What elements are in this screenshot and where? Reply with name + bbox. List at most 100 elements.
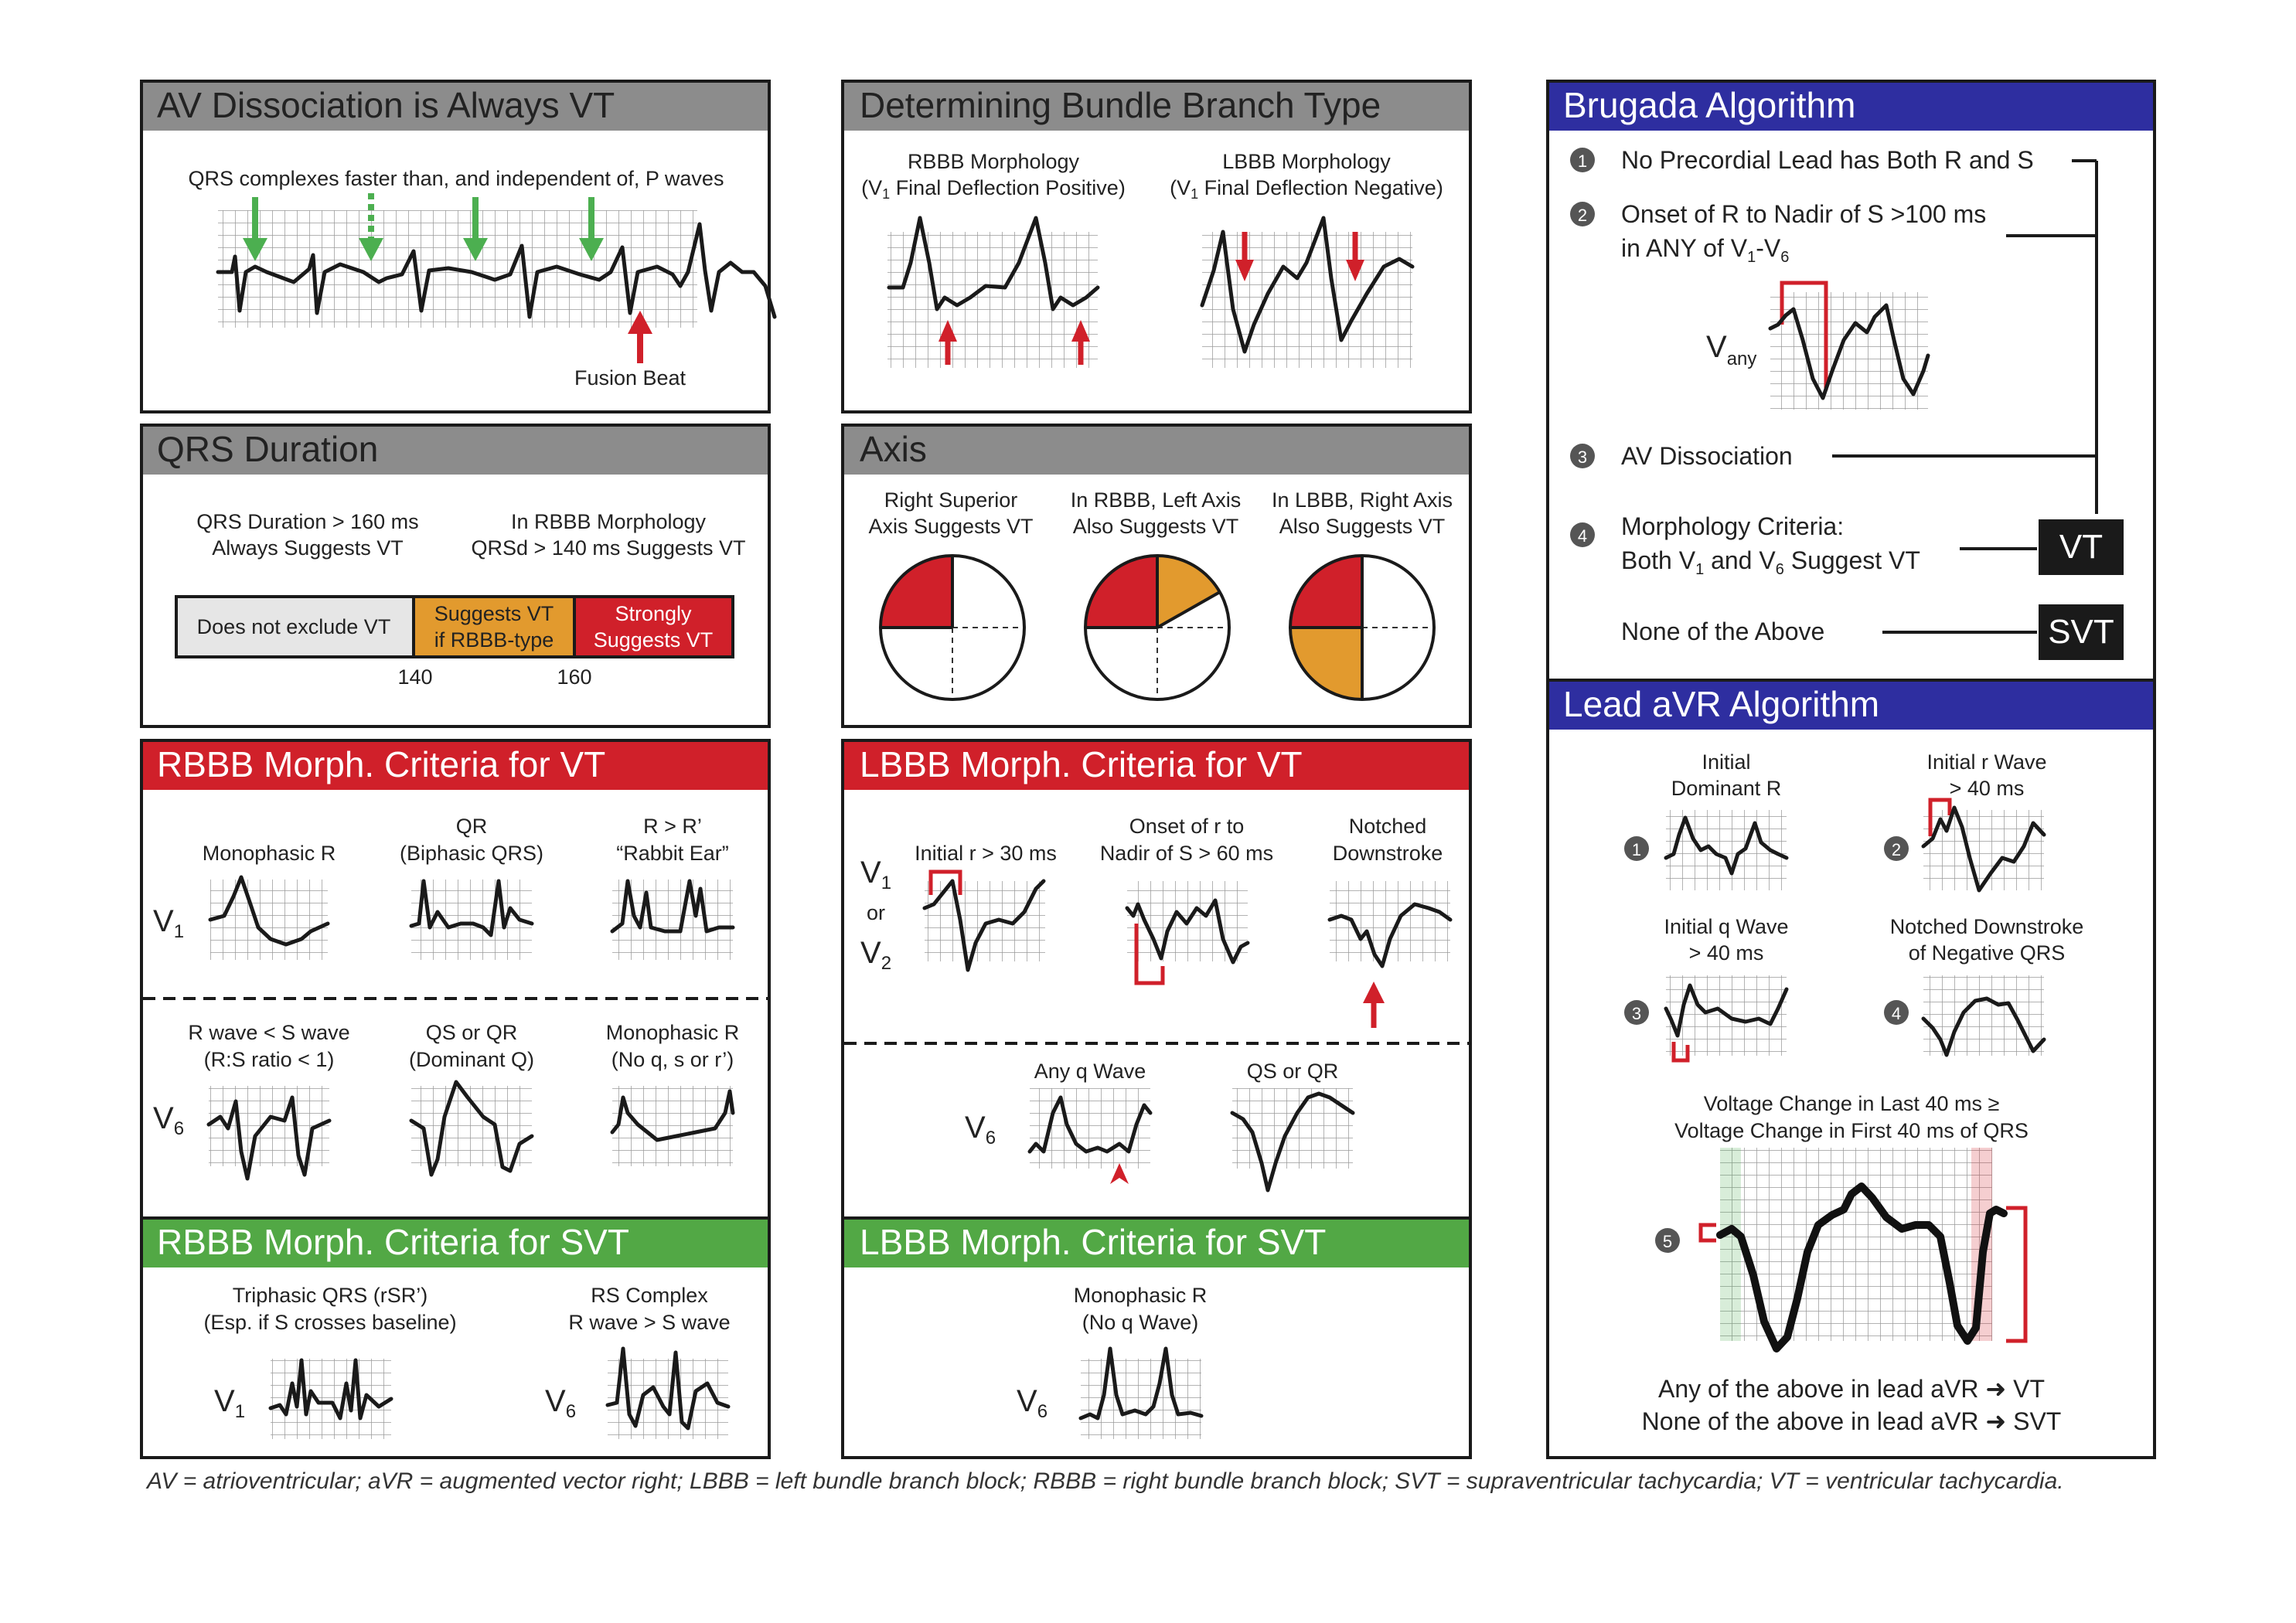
lbbb-morph-label: LBBB Morphology: [1222, 150, 1391, 173]
avr-c-line2: > 40 ms: [1689, 941, 1764, 965]
bar-seg3-line1: Strongly: [615, 602, 692, 625]
step-1-text: No Precordial Lead has Both R and S: [1621, 146, 2034, 174]
red-arrow-icon: [1363, 982, 1385, 1028]
ecg-waveform: [409, 879, 534, 937]
ecg-waveform: [1027, 1095, 1153, 1154]
step-4-badge: 4: [1570, 522, 1595, 547]
avr-c-line1: Initial q Wave: [1664, 915, 1788, 938]
panel-frame: [841, 739, 1472, 1220]
panel-brugada: Brugada Algorithm 1 No Precordial Lead h…: [1546, 80, 2156, 682]
ecg-waveform: [1200, 216, 1415, 354]
ecg-grid: [612, 880, 733, 960]
ecg-grid: [1330, 881, 1450, 961]
ecg-waveform: [1664, 815, 1789, 876]
interval-bracket: [1134, 924, 1165, 985]
lead-v6-label: V6: [153, 1101, 184, 1139]
panel-header: [1549, 83, 2153, 131]
svg-text:1: 1: [1632, 840, 1641, 859]
avr-badge-5: 5: [1655, 1228, 1680, 1253]
axis-circle-rbbb-left-axis: [1084, 554, 1231, 701]
lbbb-b-line1: Onset of r to: [1129, 815, 1245, 838]
ecg-waveform: [1664, 983, 1789, 1038]
avr-badge-1: 1: [1624, 836, 1649, 861]
ecg-grid: [925, 881, 1045, 961]
ecg-waveform: [1078, 1346, 1204, 1421]
axis-c2-line1: In RBBB, Left Axis: [1071, 488, 1242, 512]
qrs-right-line2: QRSd > 140 ms Suggests VT: [472, 536, 746, 560]
avr-d-line2: of Negative QRS: [1909, 941, 2066, 965]
panel-title: RBBB Morph. Criteria for SVT: [157, 1222, 629, 1262]
qrs-left-line2: Always Suggests VT: [212, 536, 404, 560]
panel-rbbb-svt: RBBB Morph. Criteria for SVT Triphasic Q…: [140, 1216, 771, 1459]
lead-v6-label: V6: [965, 1111, 996, 1148]
svt-b-line2: R wave > S wave: [568, 1311, 730, 1334]
svt-b-line1: RS Complex: [591, 1284, 708, 1307]
ecg-waveform: [1230, 1091, 1355, 1193]
rbbb-b-line2: (Biphasic QRS): [400, 842, 543, 865]
axis-circle-lbbb-right-axis: [1289, 554, 1436, 701]
bar-seg2-line2: if RBBB-type: [434, 628, 554, 652]
ecg-grid: [1202, 232, 1412, 368]
panel-av-dissociation: AV Dissociation is Always VT QRS complex…: [140, 80, 777, 413]
rbbb-f-line2: (No q, s or r’): [611, 1048, 734, 1071]
panel-title: LBBB Morph. Criteria for VT: [860, 744, 1303, 784]
lbbb-morph-sublabel: (V1 Final Deflection Negative): [1170, 176, 1443, 202]
lead-v1-label: V1: [153, 904, 184, 942]
axis-c1-line1: Right Superior: [884, 488, 1018, 512]
lbbb-a-label: Initial r > 30 ms: [915, 842, 1057, 865]
avr-a-line1: Initial: [1702, 750, 1750, 774]
ecg-grid: [411, 880, 532, 960]
axis-c3-line2: Also Suggests VT: [1279, 515, 1446, 538]
panel-bundle-branch: Determining Bundle Branch Type RBBB Morp…: [841, 80, 1472, 413]
ecg-waveform: [605, 1346, 731, 1431]
green-arrow-icon: [243, 197, 267, 261]
avr-badge-3: 3: [1624, 1000, 1649, 1025]
ecg-waveform: [922, 879, 1046, 972]
rbbb-b-line1: QR: [456, 815, 488, 838]
bar-segment-orange: [412, 595, 576, 658]
ecg-waveform: [208, 875, 330, 947]
step-1-badge: 1: [1570, 148, 1595, 172]
step-3-badge: 3: [1570, 444, 1595, 468]
axis-c3-line1: In LBBB, Right Axis: [1272, 488, 1453, 512]
first-40ms-highlight: [1720, 1148, 1741, 1341]
ecg-waveform: [1125, 898, 1250, 965]
av-caption: QRS complexes faster than, and independe…: [189, 167, 724, 190]
panel-title: Brugada Algorithm: [1563, 85, 1855, 125]
interval-bracket: [1928, 798, 1952, 836]
qrs-left-line1: QRS Duration > 160 ms: [196, 510, 418, 533]
step-2-line1: Onset of R to Nadir of S >100 ms: [1621, 200, 1986, 228]
svt-result-box: [2039, 604, 2124, 660]
green-arrow-icon: [463, 197, 488, 261]
red-arrow-icon: [1071, 320, 1090, 365]
rbbb-c-line2: “Rabbit Ear”: [616, 842, 729, 865]
avr-badge-2: 2: [1884, 836, 1909, 861]
ecg-waveform: [610, 879, 735, 934]
ecg-waveform: [206, 1095, 332, 1181]
avr-d-line1: Notched Downstroke: [1890, 915, 2084, 938]
lbbb-svt-line2: (No q Wave): [1082, 1311, 1199, 1334]
interval-bracket: [1671, 1042, 1690, 1063]
panel-header: [844, 427, 1469, 475]
panel-frame: [1546, 679, 2156, 1459]
svg-text:2: 2: [1892, 840, 1901, 859]
axis-c1-line2: Axis Suggests VT: [868, 515, 1033, 538]
svg-text:2: 2: [1578, 206, 1587, 225]
panel-avr: Lead aVR Algorithm Initial Dominant R In…: [1546, 679, 2156, 1459]
ecg-waveform: [216, 222, 777, 319]
lbbb-svt-line1: Monophasic R: [1074, 1284, 1208, 1307]
avr-b-line2: > 40 ms: [1950, 777, 2025, 800]
svg-text:4: 4: [1578, 526, 1587, 546]
ecg-grid: [612, 1086, 733, 1166]
ecg-waveform: [1921, 996, 2046, 1057]
step-4-line1: Morphology Criteria:: [1621, 512, 1844, 540]
ecg-waveform: [1921, 805, 2046, 893]
panel-header: [143, 1220, 768, 1267]
panel-title: Lead aVR Algorithm: [1563, 684, 1879, 724]
svt-a-line2: (Esp. if S crosses baseline): [203, 1311, 456, 1334]
panel-qrs-duration: QRS Duration QRS Duration > 160 ms Alway…: [140, 424, 771, 728]
rbbb-e-line2: (Dominant Q): [409, 1048, 534, 1071]
rbbb-c-line1: R > R’: [643, 815, 702, 838]
avr-e-line1: Voltage Change in Last 40 ms ≥: [1704, 1092, 2000, 1115]
